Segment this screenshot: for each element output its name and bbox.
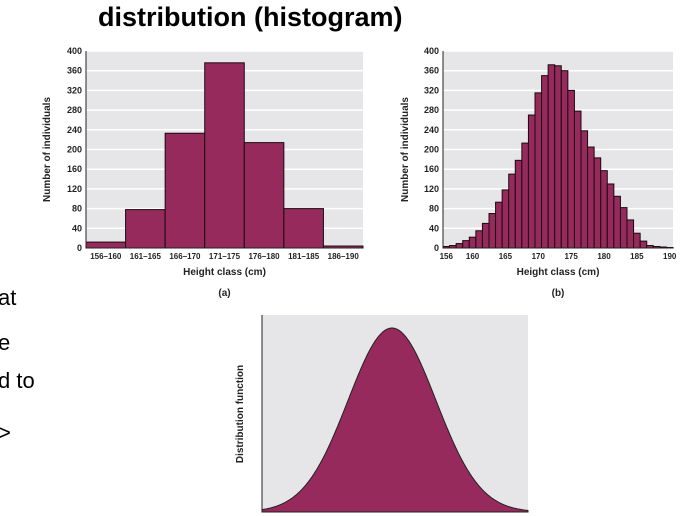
x-tick-label: 156–160: [90, 252, 122, 261]
histogram-bar: [508, 173, 516, 249]
histogram-bar: [527, 114, 536, 249]
y-tick-label: 320: [424, 85, 439, 95]
body-text-fragment: >: [0, 420, 11, 445]
y-tick-label: 200: [67, 145, 82, 155]
y-tick-label: 160: [67, 164, 82, 174]
x-tick-label: 180: [597, 252, 611, 261]
x-tick-label: 156: [440, 252, 454, 261]
histogram-bar: [580, 130, 589, 249]
x-tick-label: 171–175: [209, 252, 241, 261]
x-axis-title: Height class (cm): [183, 267, 266, 278]
distribution-curve: [261, 327, 529, 513]
y-tick-label: 40: [429, 223, 439, 233]
histogram-bar: [125, 209, 166, 249]
x-tick-label: 160: [466, 252, 480, 261]
y-tick-label: 360: [424, 66, 439, 76]
histogram-bar: [462, 240, 470, 249]
histogram-bar: [521, 142, 529, 249]
histogram-bar: [501, 189, 510, 249]
histogram-bar: [85, 241, 127, 249]
x-tick-label: 161–165: [130, 252, 162, 261]
histogram-bar: [600, 170, 608, 249]
histogram-bar: [495, 201, 503, 249]
x-tick-label: 185: [630, 252, 644, 261]
histogram-bar: [639, 240, 648, 249]
histogram-bar: [573, 110, 582, 249]
histogram-bar: [567, 89, 575, 249]
y-tick-label: 400: [424, 46, 439, 56]
y-tick-label: 160: [424, 164, 439, 174]
histogram-a: 0 40 80 120 160 200 240 280 320 360 400 156–160 161–…: [42, 46, 364, 299]
x-tick-label: 170: [532, 252, 546, 261]
x-tick-label: 190: [663, 252, 677, 261]
y-tick-label: 360: [67, 66, 82, 76]
x-tick-label: 181–185: [288, 252, 320, 261]
histogram-bar: [534, 92, 543, 249]
histogram-bar: [606, 183, 615, 249]
histogram-bar: [619, 207, 628, 249]
x-tick-label: 175: [564, 252, 578, 261]
y-axis-title: Distribution function: [235, 365, 246, 463]
histogram-bar: [481, 222, 490, 249]
x-tick-label: 176–180: [248, 252, 280, 261]
y-tick-label: 280: [67, 105, 82, 115]
distribution-curve-chart: Distribution function: [235, 315, 529, 513]
y-tick-label: 240: [424, 125, 439, 135]
histogram-bar: [626, 219, 635, 249]
histogram-bar: [514, 159, 523, 249]
histogram-bar: [560, 70, 569, 249]
histogram-bar: [488, 213, 497, 249]
x-tick-label: 165: [499, 252, 513, 261]
y-tick-label: 0: [434, 243, 439, 253]
histogram-bar: [455, 243, 464, 249]
y-tick-label: 0: [77, 243, 82, 253]
body-text-fragment: e: [0, 330, 11, 355]
histogram-bar: [547, 64, 556, 249]
panel-label: (a): [218, 288, 230, 299]
x-tick-label: 186–190: [328, 252, 360, 261]
histogram-bar: [475, 230, 483, 249]
histogram-bar: [243, 142, 285, 249]
y-axis-title: Number of individuals: [400, 97, 411, 202]
y-tick-label: 120: [424, 184, 439, 194]
histogram-bar: [468, 236, 477, 249]
body-text-fragment: at: [0, 285, 17, 310]
y-tick-label: 400: [67, 46, 82, 56]
histogram-b: 0 40 80 120 160 200 240 280 320 360 400 156 160 165 17…: [400, 46, 677, 299]
histogram-bar: [554, 65, 562, 249]
x-axis-title: Height class (cm): [517, 267, 600, 278]
x-tick-label: 166–170: [169, 252, 201, 261]
y-tick-label: 120: [67, 184, 82, 194]
y-axis-title: Number of individuals: [42, 97, 53, 202]
histogram-bar: [283, 208, 324, 249]
y-tick-label: 80: [429, 204, 439, 214]
body-text-fragment: d to: [0, 368, 35, 393]
y-tick-label: 200: [424, 145, 439, 155]
y-tick-label: 280: [424, 105, 439, 115]
panel-label: (b): [552, 288, 565, 299]
histogram-bar: [633, 232, 641, 249]
slide-title: distribution (histogram): [98, 2, 403, 32]
y-tick-label: 80: [72, 204, 82, 214]
histogram-bar: [593, 157, 602, 249]
histogram-bar: [613, 195, 621, 249]
histogram-bar: [204, 62, 245, 249]
histogram-bar: [164, 132, 206, 249]
y-tick-label: 320: [67, 85, 82, 95]
y-tick-label: 240: [67, 125, 82, 135]
histogram-bar: [541, 75, 549, 249]
histogram-bar: [587, 146, 595, 249]
y-tick-label: 40: [72, 223, 82, 233]
